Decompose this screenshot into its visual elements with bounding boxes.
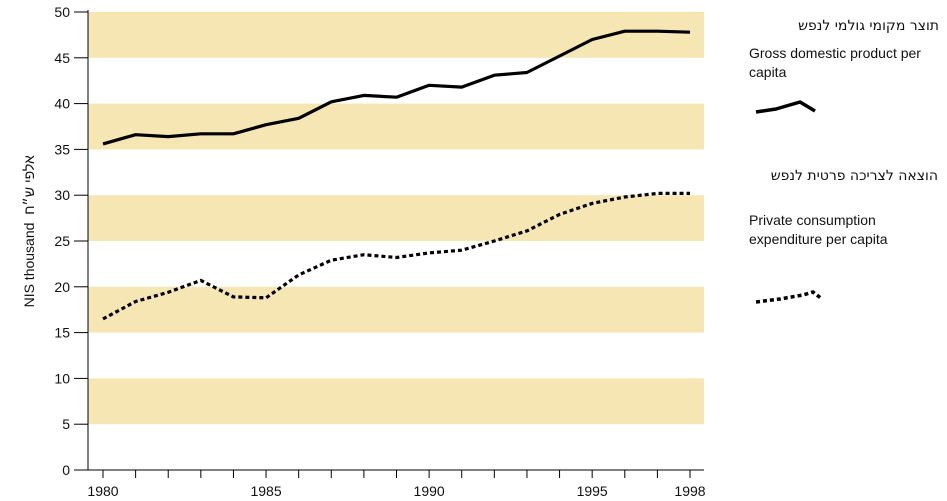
y-tick-label: 5: [62, 416, 70, 432]
legend-samples: [755, 100, 824, 304]
y-tick-label: 0: [62, 462, 70, 478]
y-tick-label: 30: [54, 187, 70, 203]
background-band: [88, 378, 704, 425]
background-band: [88, 195, 704, 241]
y-axis-label-hebrew: אלפי ש״ח: [21, 155, 37, 215]
y-axis-label-english: NIS thousand: [21, 223, 37, 308]
x-tick-label: 1995: [577, 483, 608, 499]
background-band: [88, 12, 704, 58]
x-tick-label: 1990: [414, 483, 445, 499]
y-axis-ticks: 0 5 10 15 20 25 30 35 40 45 50: [54, 4, 88, 478]
background-band: [88, 286, 704, 333]
y-tick-label: 15: [54, 325, 70, 341]
y-tick-label: 45: [54, 50, 70, 66]
x-tick-label: 1980: [87, 483, 118, 499]
y-tick-label: 20: [54, 279, 70, 295]
y-tick-label: 50: [54, 4, 70, 20]
legend-sample-solid: [755, 100, 816, 114]
series-lines: [102, 29, 691, 321]
series-line-0: [102, 29, 691, 146]
y-tick-label: 35: [54, 141, 70, 157]
y-tick-label: 25: [54, 233, 70, 249]
y-tick-label: 10: [54, 370, 70, 386]
background-bands: [88, 12, 704, 425]
x-tick-label: 1998: [674, 483, 705, 499]
series-line-1: [102, 191, 690, 321]
y-tick-label: 40: [54, 96, 70, 112]
x-axis-ticks: 1980 1985 1990 1995 1998: [87, 470, 706, 499]
x-tick-label: 1985: [250, 483, 281, 499]
background-band: [88, 103, 704, 150]
legend-sample-dotted: [755, 290, 824, 304]
